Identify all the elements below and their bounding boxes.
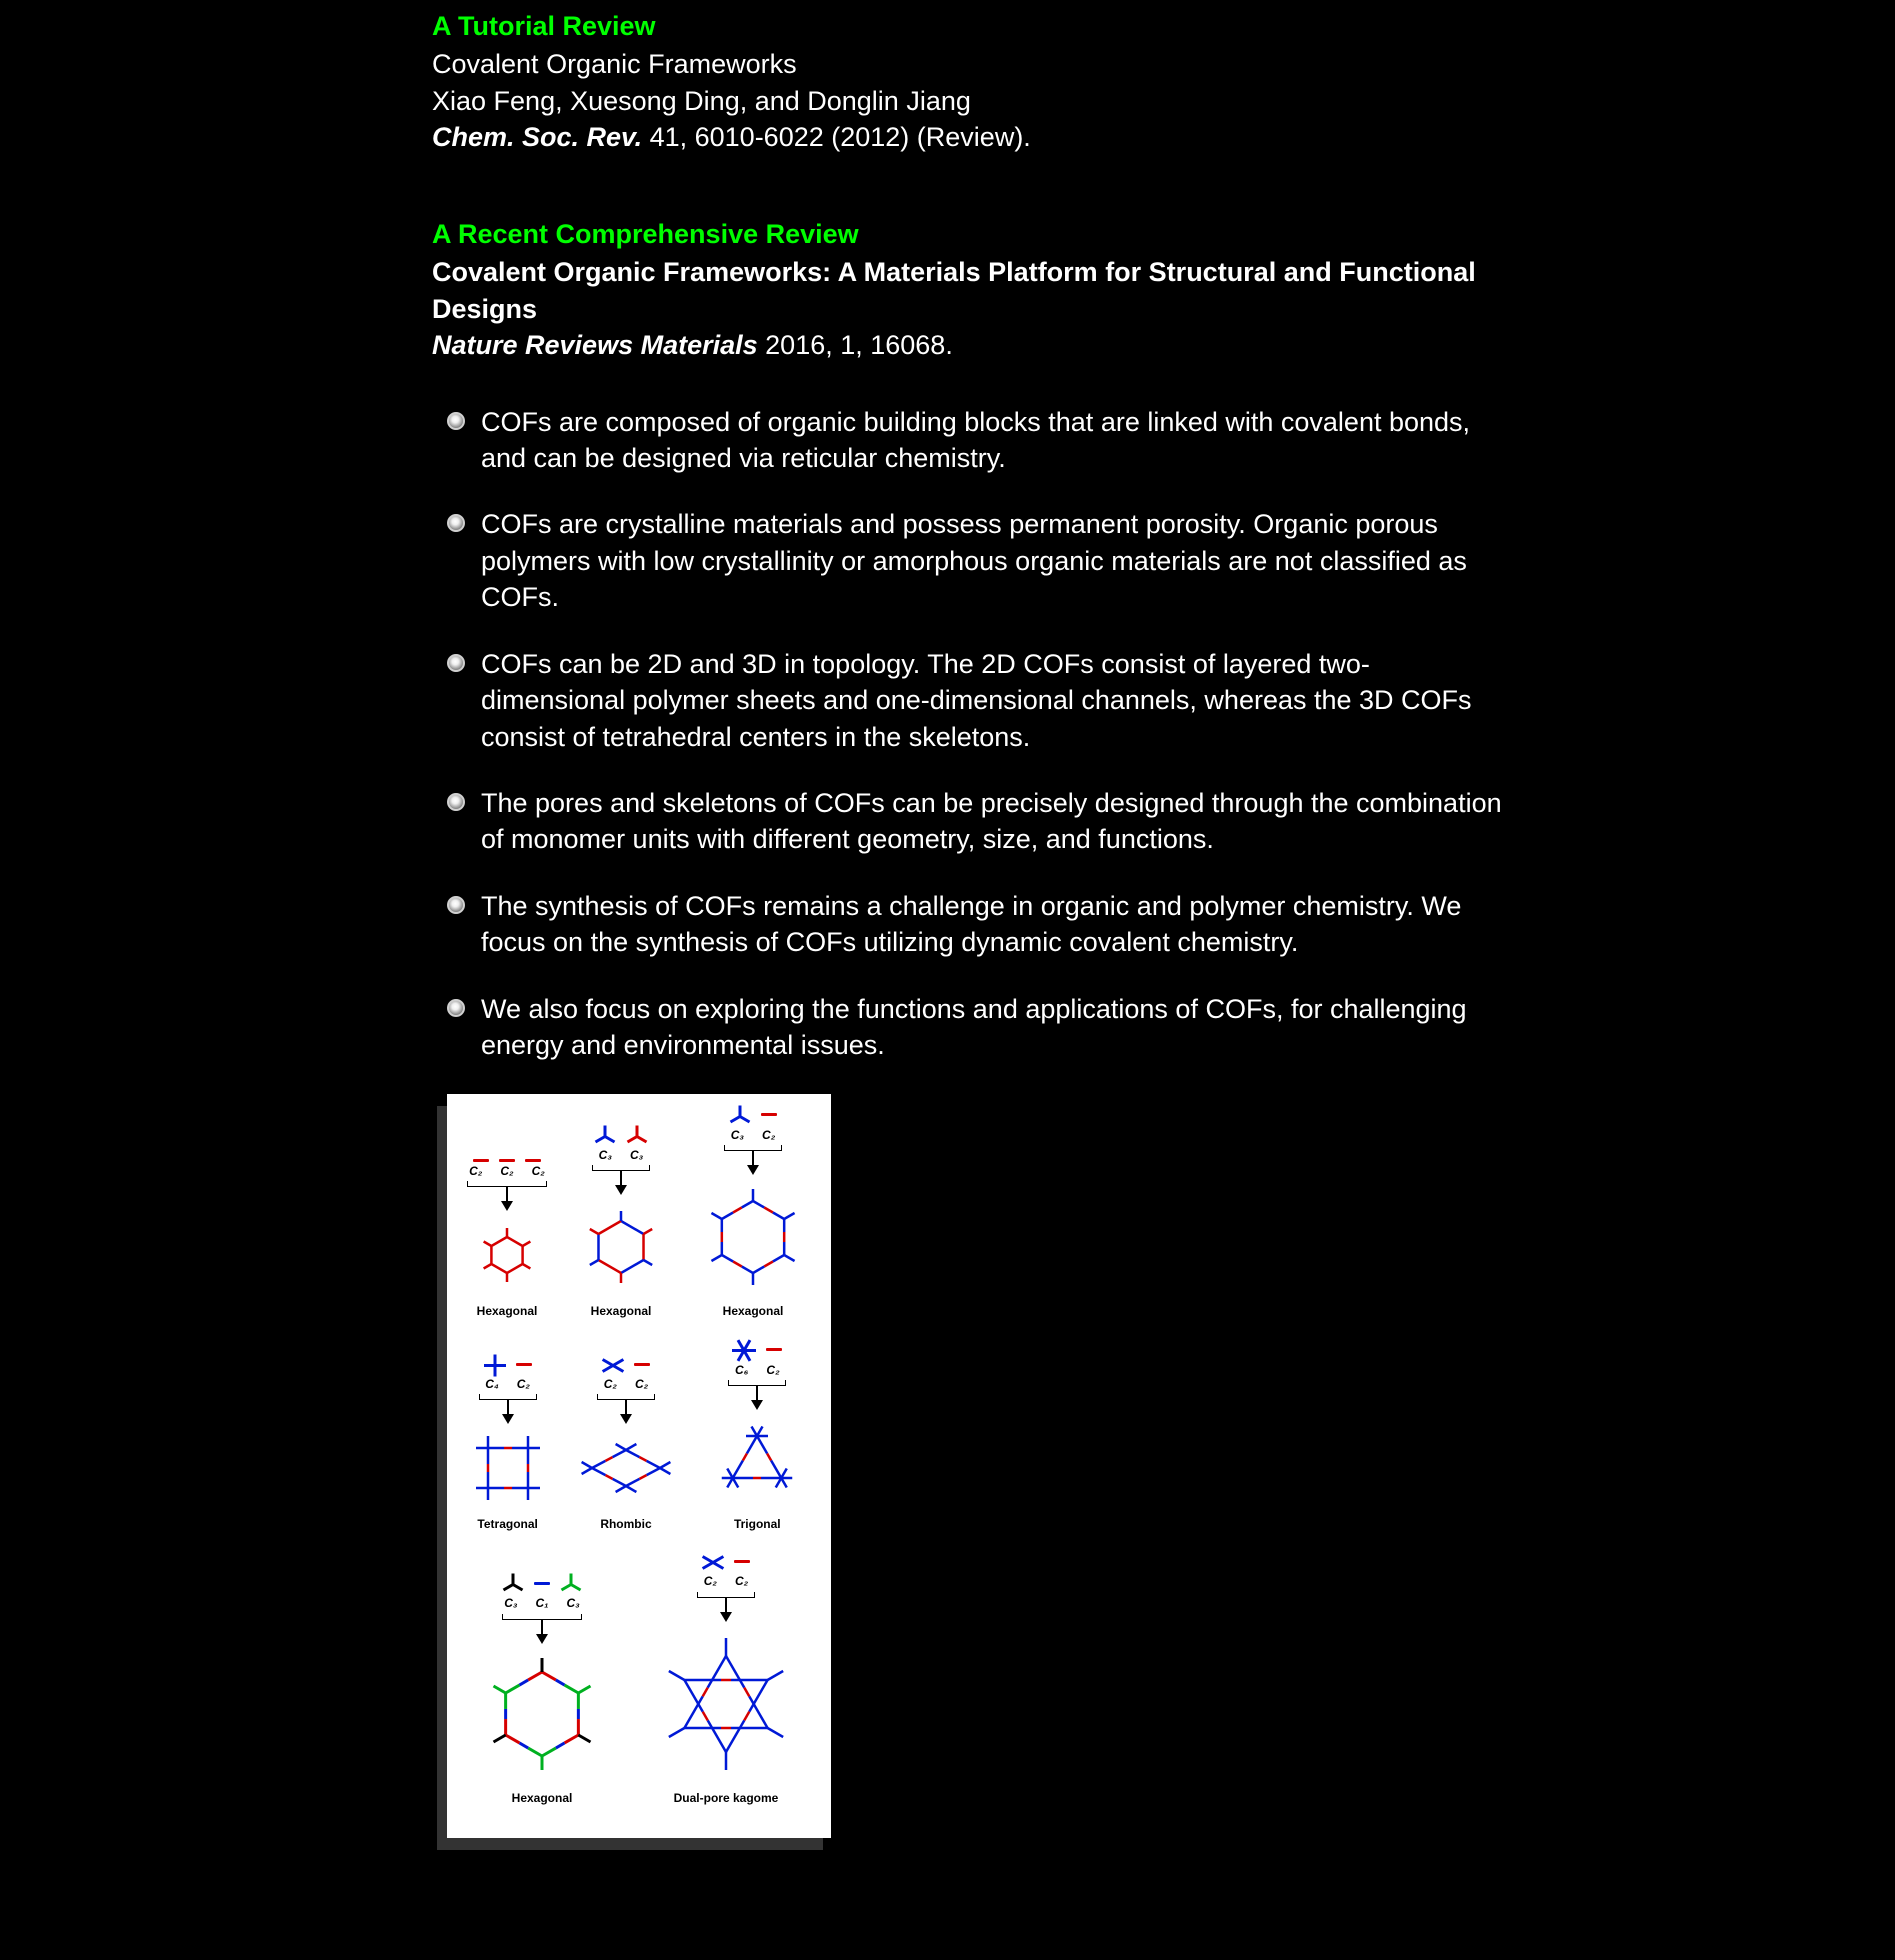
symmetry-labels: C₃C₃ xyxy=(599,1147,644,1163)
figure-cell: C₆C₂ Trigonal xyxy=(702,1337,812,1532)
tutorial-citation-rest: 41, 6010-6022 (2012) (Review). xyxy=(642,122,1031,152)
topology-shape xyxy=(472,1648,612,1784)
tutorial-citation: Chem. Soc. Rev. 41, 6010-6022 (2012) (Re… xyxy=(432,119,1532,155)
figure-row: C₂C₂C₂ Hexagonal C₃C₃ Hexagonal C₃C₂ Hexagona… xyxy=(455,1104,823,1319)
linker-icons xyxy=(473,1159,541,1162)
bullet-text: COFs can be 2D and 3D in topology. The 2… xyxy=(481,646,1502,755)
topology-shape xyxy=(571,1428,681,1510)
topology-label: Rhombic xyxy=(600,1516,651,1532)
bullet-list: COFs are composed of organic building bl… xyxy=(447,404,1532,1064)
figure-cell: C₄C₂ Tetragonal xyxy=(466,1353,550,1532)
symmetry-labels: C₂C₂ xyxy=(604,1376,649,1392)
bullet-text: We also focus on exploring the functions… xyxy=(481,991,1502,1064)
comprehensive-citation: Nature Reviews Materials 2016, 1, 16068. xyxy=(432,327,1532,363)
arrow-icon xyxy=(597,1394,655,1424)
comprehensive-journal: Nature Reviews Materials xyxy=(432,330,758,360)
linker-icons xyxy=(484,1353,532,1375)
symmetry-labels: C₂C₂C₂ xyxy=(469,1163,545,1179)
topology-label: Hexagonal xyxy=(723,1303,784,1319)
symmetry-labels: C₂C₂ xyxy=(704,1573,749,1589)
tutorial-title: Covalent Organic Frameworks xyxy=(432,46,1532,82)
linker-icons xyxy=(732,1337,782,1361)
bullet-marker-icon xyxy=(447,793,465,811)
linker-icons xyxy=(502,1572,582,1594)
linker-icons xyxy=(594,1124,648,1146)
bullet-text: COFs are crystalline materials and posse… xyxy=(481,506,1502,615)
figure-cell: C₂C₂ Dual-pore kagome xyxy=(646,1550,806,1805)
topology-shape xyxy=(646,1626,806,1784)
tutorial-journal: Chem. Soc. Rev. xyxy=(432,122,642,152)
linker-icons xyxy=(602,1353,650,1375)
bullet-item: The pores and skeletons of COFs can be p… xyxy=(447,785,1532,858)
figure-cell: C₃C₂ Hexagonal xyxy=(695,1104,811,1319)
bullet-item: COFs are composed of organic building bl… xyxy=(447,404,1532,477)
arrow-icon xyxy=(479,1394,537,1424)
symmetry-labels: C₆C₂ xyxy=(735,1362,780,1378)
figure-row: C₄C₂ Tetragonal C₂C₂ Rhombic C₆C₂ Trigonal xyxy=(455,1337,823,1532)
bullet-item: We also focus on exploring the functions… xyxy=(447,991,1532,1064)
arrow-icon xyxy=(728,1380,786,1410)
topology-shape xyxy=(702,1414,812,1510)
symmetry-labels: C₃C₁C₃ xyxy=(504,1595,580,1611)
topology-label: Hexagonal xyxy=(477,1303,538,1319)
arrow-icon xyxy=(592,1165,650,1195)
symmetry-labels: C₄C₂ xyxy=(485,1376,530,1392)
bullet-text: The pores and skeletons of COFs can be p… xyxy=(481,785,1502,858)
bullet-text: COFs are composed of organic building bl… xyxy=(481,404,1502,477)
figure-cell: C₃C₃ Hexagonal xyxy=(571,1124,671,1319)
comprehensive-review-block: A Recent Comprehensive Review Covalent O… xyxy=(432,216,1532,364)
comprehensive-title: Covalent Organic Frameworks: A Materials… xyxy=(432,254,1532,327)
figure-row: C₃C₁C₃ Hexagonal C₂C₂ Dual-pore kagome xyxy=(455,1550,823,1805)
topology-figure-wrap: C₂C₂C₂ Hexagonal C₃C₃ Hexagonal C₃C₂ Hexagona… xyxy=(447,1094,831,1838)
topology-label: Trigonal xyxy=(734,1516,781,1532)
arrow-icon xyxy=(467,1181,547,1211)
bullet-marker-icon xyxy=(447,412,465,430)
bullet-item: COFs are crystalline materials and posse… xyxy=(447,506,1532,615)
topology-label: Tetragonal xyxy=(477,1516,537,1532)
arrow-icon xyxy=(502,1614,582,1644)
linker-icons xyxy=(729,1104,777,1126)
topology-label: Hexagonal xyxy=(591,1303,652,1319)
arrow-icon xyxy=(724,1145,782,1175)
bullet-marker-icon xyxy=(447,514,465,532)
tutorial-authors: Xiao Feng, Xuesong Ding, and Donglin Jia… xyxy=(432,83,1532,119)
topology-label: Dual-pore kagome xyxy=(674,1790,779,1806)
bullet-item: COFs can be 2D and 3D in topology. The 2… xyxy=(447,646,1532,755)
bullet-item: The synthesis of COFs remains a challeng… xyxy=(447,888,1532,961)
bullet-text: The synthesis of COFs remains a challeng… xyxy=(481,888,1502,961)
topology-label: Hexagonal xyxy=(512,1790,573,1806)
bullet-marker-icon xyxy=(447,654,465,672)
comprehensive-citation-rest: 2016, 1, 16068. xyxy=(758,330,953,360)
figure-cell: C₃C₁C₃ Hexagonal xyxy=(472,1572,612,1805)
symmetry-labels: C₃C₂ xyxy=(731,1127,776,1143)
tutorial-review-block: A Tutorial Review Covalent Organic Frame… xyxy=(432,8,1532,156)
topology-shape xyxy=(467,1215,547,1297)
figure-cell: C₂C₂ Rhombic xyxy=(571,1353,681,1532)
arrow-icon xyxy=(697,1592,755,1622)
linker-icons xyxy=(702,1550,750,1572)
tutorial-heading: A Tutorial Review xyxy=(432,8,1532,44)
comprehensive-heading: A Recent Comprehensive Review xyxy=(432,216,1532,252)
topology-shape xyxy=(695,1179,811,1297)
topology-shape xyxy=(571,1199,671,1297)
topology-shape xyxy=(466,1428,550,1510)
bullet-marker-icon xyxy=(447,896,465,914)
topology-figure: C₂C₂C₂ Hexagonal C₃C₃ Hexagonal C₃C₂ Hexagona… xyxy=(447,1094,831,1838)
bullet-marker-icon xyxy=(447,999,465,1017)
figure-cell: C₂C₂C₂ Hexagonal xyxy=(467,1159,547,1319)
